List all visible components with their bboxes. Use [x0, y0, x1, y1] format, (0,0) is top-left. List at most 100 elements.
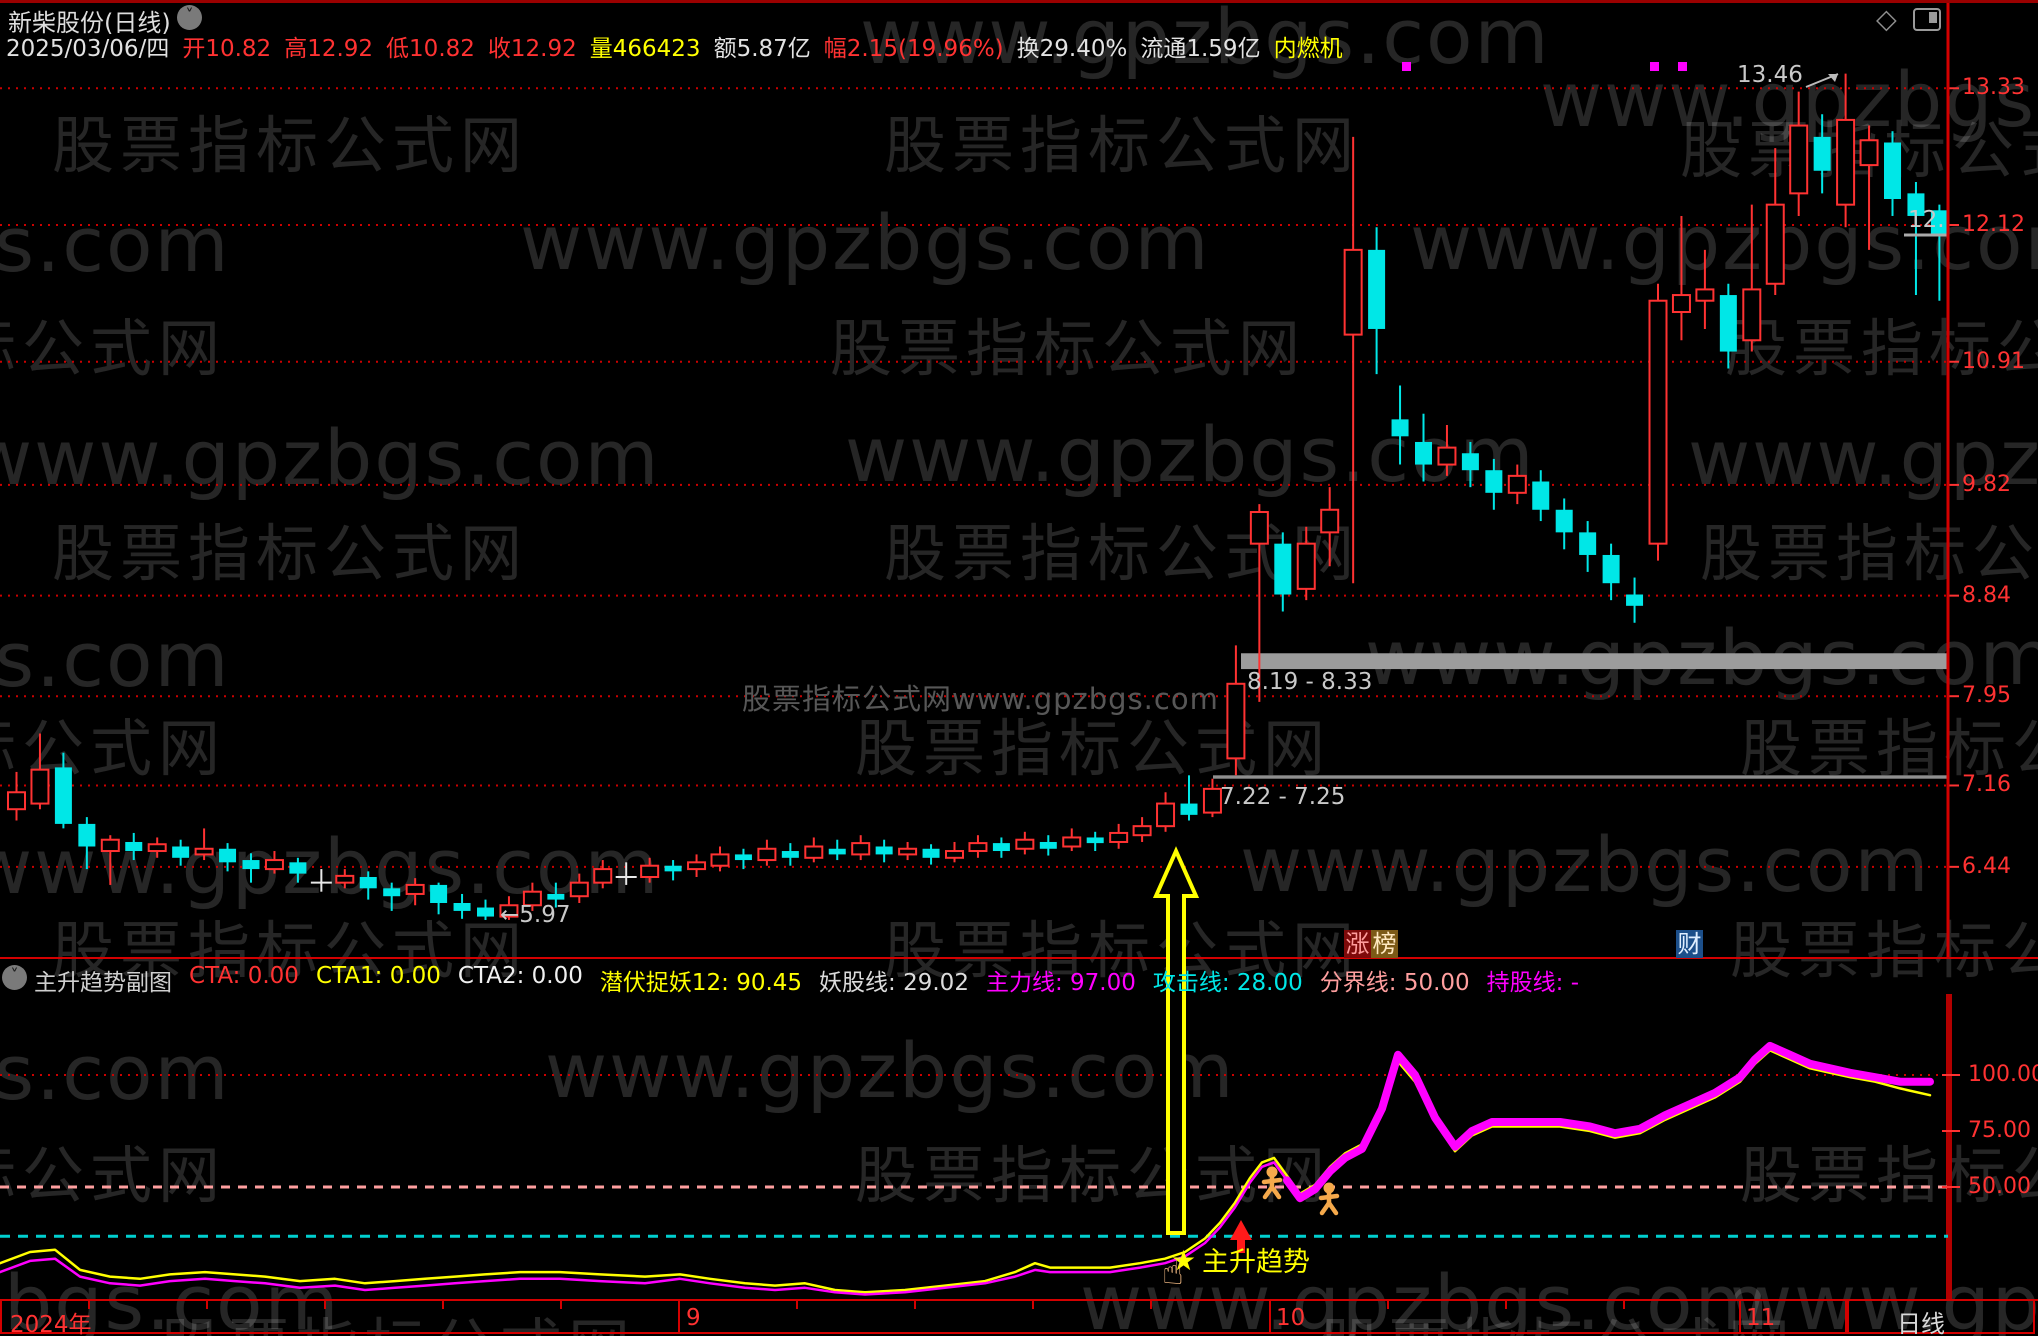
indicator-gongji: 攻击线: 28.00 — [1152, 970, 1303, 996]
xaxis-box — [0, 1299, 1847, 1334]
candle-body-down — [1719, 295, 1737, 352]
buy-star-icon: ★ — [1171, 1244, 1197, 1277]
candle-body-up — [1836, 118, 1856, 206]
candle-body-down — [922, 848, 940, 858]
candle-body-down — [1086, 837, 1104, 844]
rank-board-badge[interactable]: 涨 榜 — [1344, 930, 1398, 958]
indicator-chevron-icon[interactable]: ˅ — [2, 965, 27, 990]
indicator-cta1: CTA1: 0.00 — [315, 963, 441, 989]
gap-zone-line — [1213, 775, 1948, 779]
finance-badge-char[interactable]: 财 — [1676, 930, 1703, 958]
candle-body-down — [547, 893, 565, 900]
candle-body-down — [1930, 210, 1948, 236]
indicator-yaogu: 妖股线: 29.02 — [819, 970, 969, 996]
candle-body-up — [1202, 787, 1222, 814]
candle-body-up — [100, 838, 120, 853]
center-watermark: 股票指标公式网www.gpzbgs.com — [742, 682, 1219, 716]
candle-body-up — [405, 883, 425, 895]
period-selector[interactable]: 日线 — [1897, 1310, 1945, 1336]
indicator-zhuli: 主力线: 97.00 — [985, 970, 1136, 996]
candle-body-up — [1249, 511, 1269, 545]
quote-change: 幅2.15(19.96%) — [823, 36, 1004, 62]
quote-turnover: 换29.40% — [1016, 36, 1128, 62]
big-yellow-arrow — [1152, 846, 1200, 1235]
candle-body-up — [968, 842, 988, 853]
split-pane-icon[interactable] — [1913, 8, 1941, 31]
orange-runner-icon — [1318, 1182, 1340, 1216]
quote-industry[interactable]: 内燃机 — [1273, 36, 1343, 62]
candle-body-up — [851, 842, 871, 856]
candle-body-up — [804, 845, 824, 859]
candle-body-down — [1813, 136, 1831, 171]
candle-body-up — [1507, 474, 1527, 494]
candle-body-down — [664, 865, 682, 872]
candle-body-up — [7, 791, 26, 811]
indicator-chigu: 持股线: - — [1486, 970, 1580, 996]
candle-body-up — [1695, 288, 1715, 302]
candle-body-down — [289, 862, 307, 874]
candle-body-down — [1884, 142, 1901, 200]
high-label-arrowhead — [1828, 74, 1838, 82]
candle-body-down — [1274, 543, 1292, 595]
candle-body-up — [1789, 124, 1809, 195]
candle-body-up — [1765, 203, 1785, 285]
candle-body-down — [172, 846, 190, 858]
xaxis-oct-label: 10 — [1276, 1305, 1306, 1331]
price-axis-label: 10.91 — [1962, 348, 2025, 374]
indicator-series-line — [0, 1049, 1932, 1294]
indicator-name[interactable]: 主升趋势副图 — [34, 970, 172, 996]
indicator-qianfu: 潜伏捉妖12: 90.45 — [599, 970, 803, 996]
indicator-fenjie: 分界线: 50.00 — [1319, 970, 1470, 996]
rank-board-badge-char2[interactable]: 榜 — [1371, 930, 1398, 958]
candle-body-down — [1532, 481, 1550, 510]
quote-amount: 额5.87亿 — [713, 36, 811, 62]
indicator-axis-label: 50.00 — [1968, 1174, 2031, 1199]
candle-body-up — [757, 847, 777, 862]
last-price-marker-label: 12. — [1908, 207, 1945, 233]
quote-date: 2025/03/06/四 — [6, 36, 170, 62]
magenta-signal-dot — [1650, 62, 1659, 71]
candle-body-down — [54, 767, 72, 824]
price-axis-label: 9.82 — [1962, 471, 2011, 497]
candle-body-down — [219, 848, 237, 863]
magenta-signal-dot — [1402, 62, 1411, 71]
diamond-icon[interactable]: ◇ — [1876, 4, 1897, 35]
candle-body-down — [430, 884, 448, 903]
indicator-axis-label: 75.00 — [1968, 1118, 2031, 1143]
candle-body-up — [1226, 682, 1246, 760]
xaxis-nov-label: 11 — [1746, 1305, 1776, 1331]
stock-title: 新柴股份(日线) — [8, 9, 171, 37]
indicator-header: 主升趋势副图 CTA: 0.00 CTA1: 0.00 CTA2: 0.00 潜… — [34, 963, 1579, 997]
candle-body-down — [1039, 841, 1057, 849]
indicator-series-line — [1283, 1041, 1934, 1203]
chevron-down-icon[interactable]: ˅ — [177, 5, 202, 30]
candle-body-up — [499, 904, 519, 918]
candle-body-up — [1343, 248, 1363, 336]
candle-body-down — [242, 860, 260, 870]
candle-body-up — [1296, 542, 1316, 590]
xaxis-year-label: 2024年 — [10, 1312, 92, 1336]
price-axis-label: 13.33 — [1962, 75, 2025, 101]
candle-body-up — [1015, 838, 1035, 850]
xaxis-sep-label: 9 — [686, 1305, 701, 1331]
candle-body-down — [453, 903, 471, 911]
quote-high: 高12.92 — [284, 36, 374, 62]
finance-badge[interactable]: 财 — [1676, 930, 1703, 958]
candle-body-down — [477, 907, 494, 917]
candle-body-down — [1907, 193, 1925, 216]
quote-volume: 量466423 — [589, 36, 701, 62]
price-axis-label: 8.84 — [1962, 582, 2011, 608]
high-price-label: 13.46 — [1737, 62, 1803, 88]
price-axis-label: 7.95 — [1962, 683, 2011, 709]
rank-board-badge-char1[interactable]: 涨 — [1344, 930, 1371, 958]
candle-body-down — [1180, 803, 1198, 815]
split-pane-fill — [1929, 12, 1937, 23]
candle-body-down — [1602, 554, 1620, 584]
candle-body-up — [194, 847, 214, 856]
candle-body-up — [1437, 446, 1457, 466]
candle-body-up — [147, 843, 167, 853]
candle-body-up — [1671, 294, 1691, 314]
candle-body-down — [1391, 419, 1409, 437]
orange-runner-icon — [1261, 1166, 1283, 1200]
